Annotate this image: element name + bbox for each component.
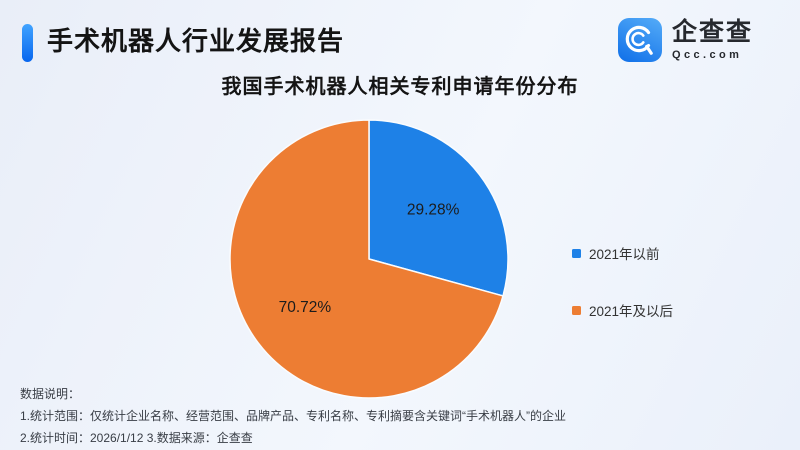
chart-title: 我国手术机器人相关专利申请年份分布 xyxy=(221,76,579,98)
legend-item-2021-and-after: 2021年及以后 xyxy=(572,301,673,319)
legend-label: 2021年以前 xyxy=(589,247,660,262)
legend-item-before-2021: 2021年以前 xyxy=(572,244,673,262)
footnote-line-2: 2.统计时间：2026/1/12 3.数据来源：企查查 xyxy=(20,431,253,445)
pie-slice-value-label-0: 29.28% xyxy=(407,201,460,218)
footnote-line-1: 1.统计范围：仅统计企业名称、经营范围、品牌产品、专利名称、专利摘要含关键词“手… xyxy=(20,409,567,423)
pie-slice-value-label-1: 70.72% xyxy=(279,299,332,316)
qcc-logo-icon xyxy=(618,18,662,62)
pie-slice-0 xyxy=(368,119,509,297)
pie-chart: 29.28% 70.72% xyxy=(229,119,509,399)
logo-domain-text: Qcc.com xyxy=(672,49,743,61)
footnote: 数据说明： 1.统计范围：仅统计企业名称、经营范围、品牌产品、专利名称、专利摘要… xyxy=(20,383,566,449)
logo-brand-text: 企查查 xyxy=(672,18,754,46)
qcc-logo-text: 企查查 Qcc.com xyxy=(672,18,753,61)
page-title: 手术机器人行业发展报告 xyxy=(47,26,345,56)
title-accent-bar xyxy=(22,24,33,62)
legend-marker-orange xyxy=(572,305,581,315)
legend-label: 2021年及以后 xyxy=(589,304,674,319)
chart-legend: 2021年以前 2021年及以后 xyxy=(572,244,673,319)
footnote-heading: 数据说明： xyxy=(20,387,81,401)
legend-marker-blue xyxy=(572,248,581,258)
pie-slice-1 xyxy=(229,119,504,399)
qcc-logo: 企查查 Qcc.com xyxy=(618,18,753,62)
